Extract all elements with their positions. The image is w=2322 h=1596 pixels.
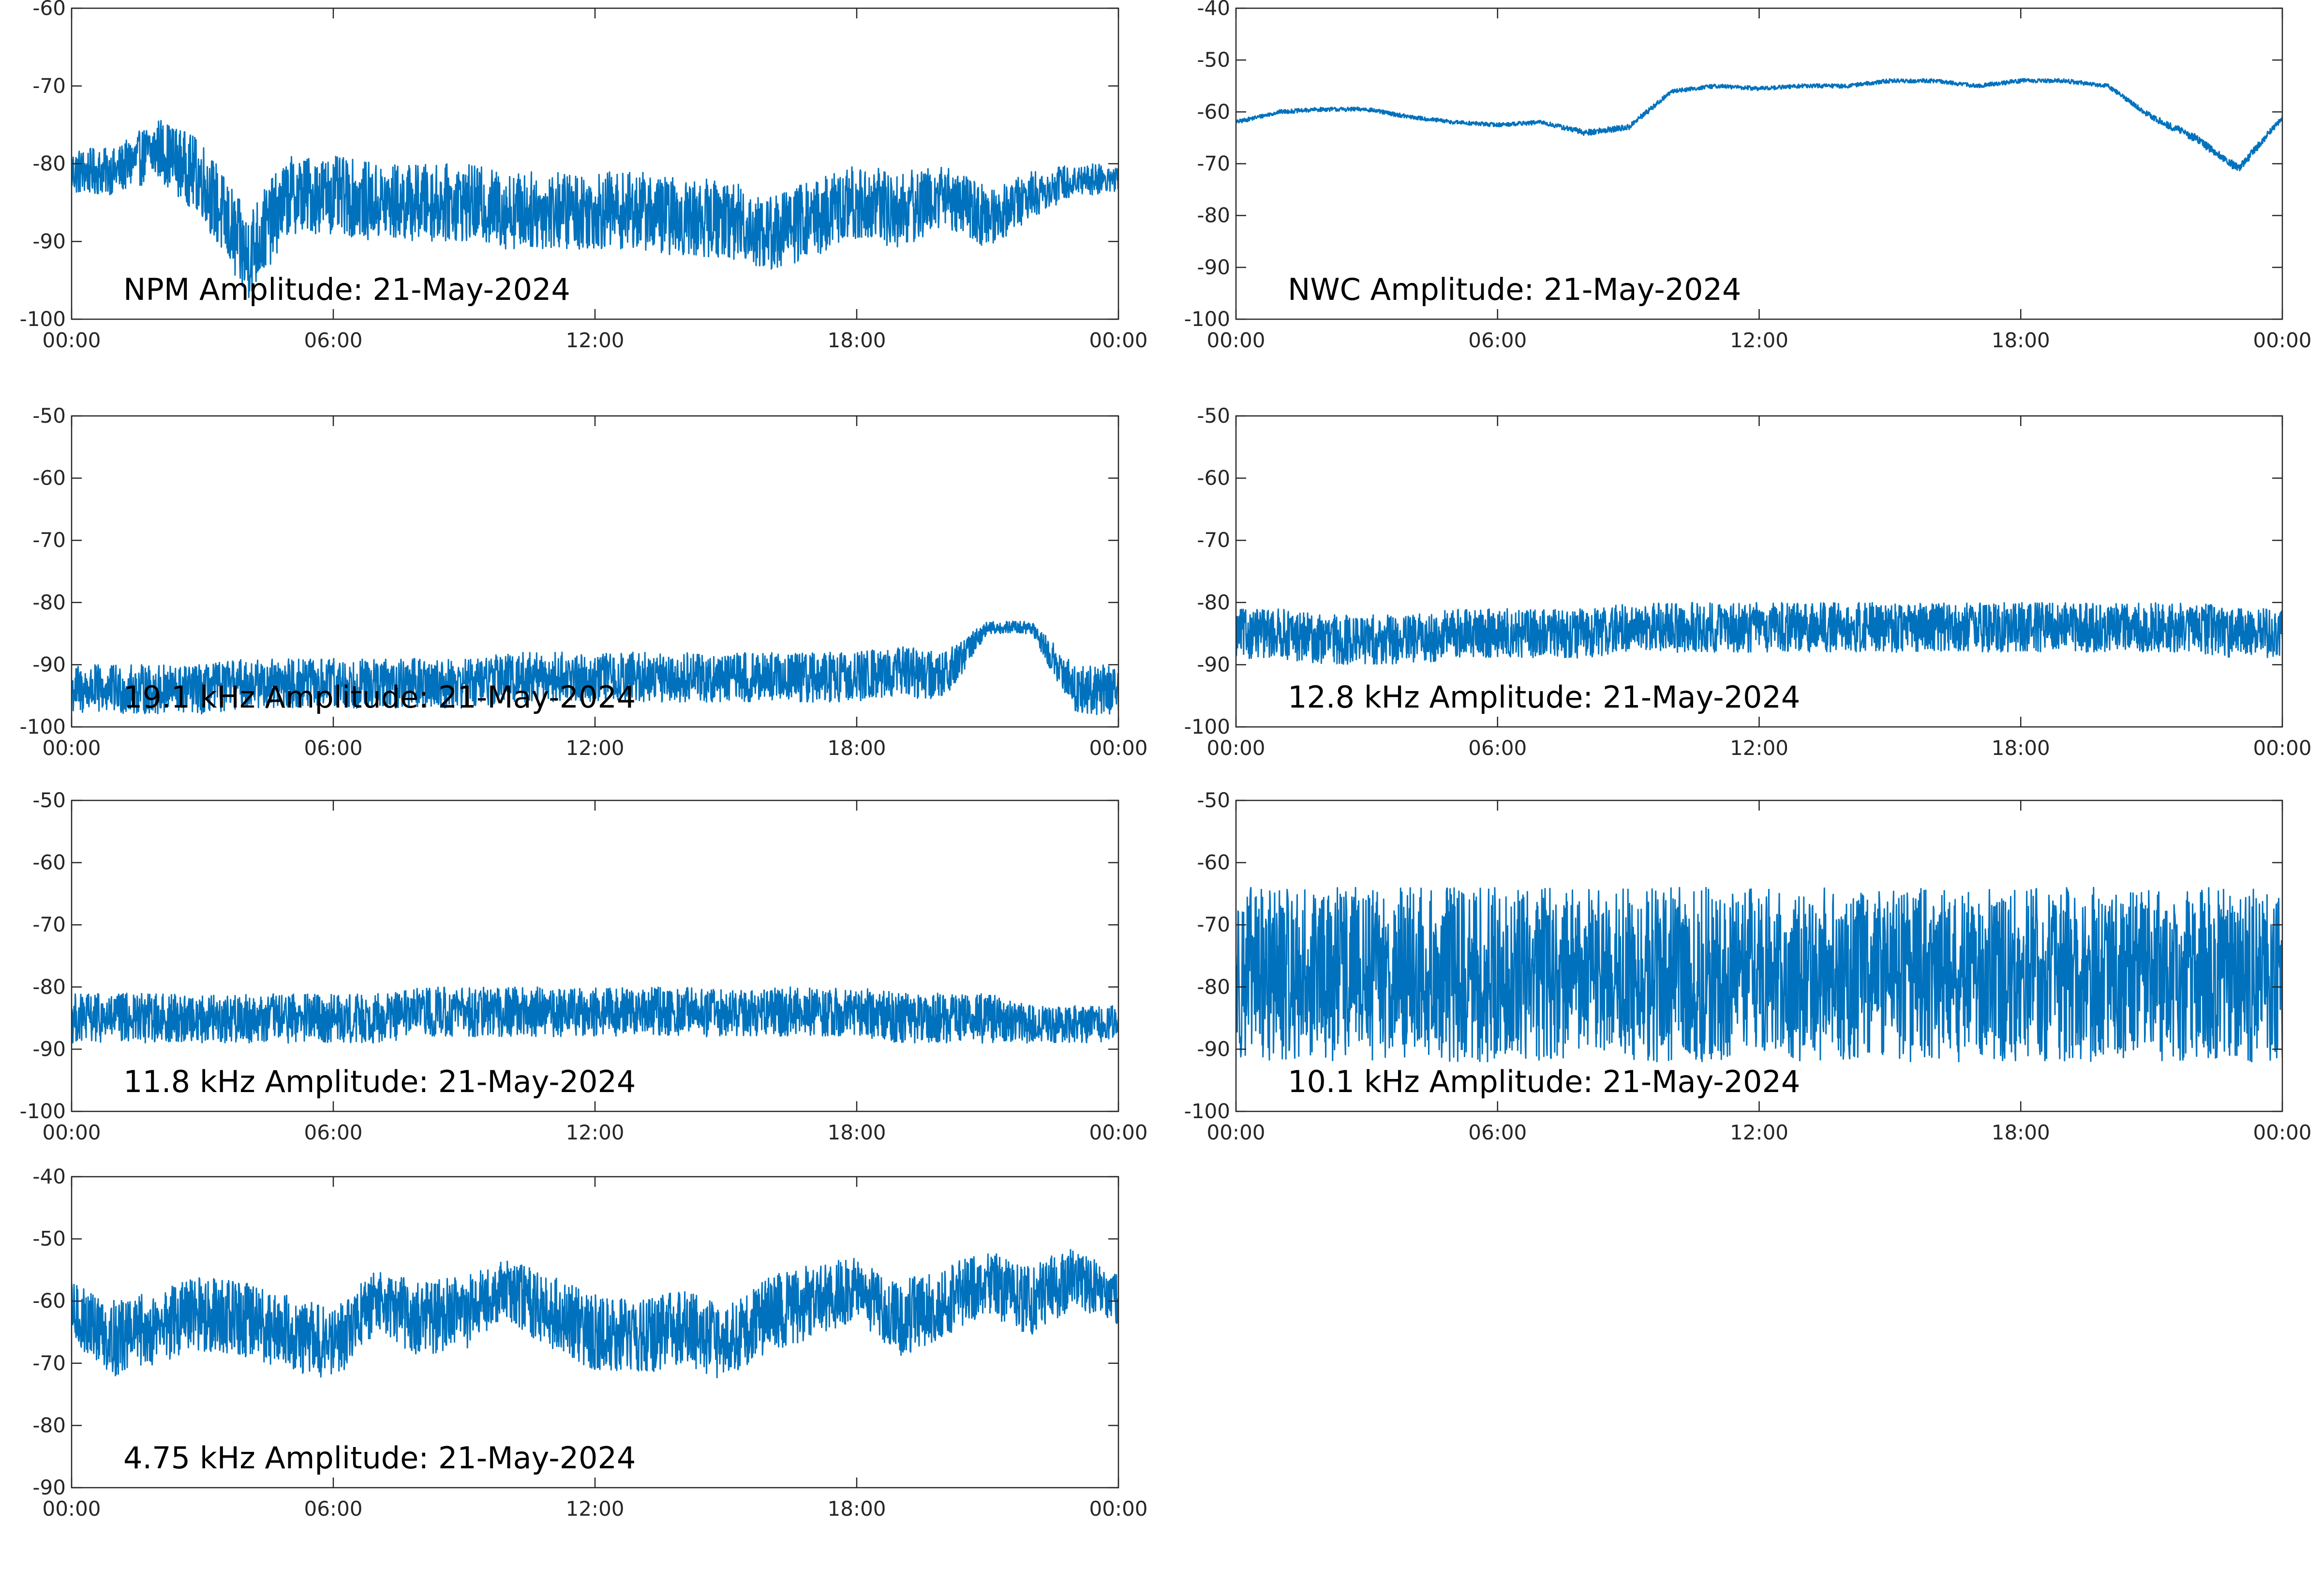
series-line <box>72 120 1118 298</box>
y-tick-label: -40 <box>1197 0 1230 20</box>
x-tick-label: 00:00 <box>1206 328 1265 352</box>
y-tick-label: -60 <box>1197 851 1230 874</box>
y-tick-label: -80 <box>1197 204 1230 227</box>
y-tick-label: -90 <box>1197 255 1230 279</box>
y-tick-label: -100 <box>1184 715 1230 739</box>
y-tick-label: -70 <box>1197 152 1230 176</box>
y-tick-label: -50 <box>1197 48 1230 72</box>
y-tick-label: -80 <box>32 591 66 614</box>
x-tick-label: 18:00 <box>827 1121 886 1144</box>
series-line <box>72 1249 1118 1378</box>
chart-title: 10.1 kHz Amplitude: 21-May-2024 <box>1288 1064 1800 1099</box>
y-tick-label: -100 <box>20 715 66 739</box>
y-tick-label: -100 <box>20 307 66 331</box>
y-tick-label: -100 <box>20 1099 66 1123</box>
y-tick-label: -100 <box>1184 1099 1230 1123</box>
y-tick-label: -100 <box>1184 307 1230 331</box>
x-tick-label: 00:00 <box>42 736 101 760</box>
x-tick-label: 00:00 <box>1206 736 1265 760</box>
series-line <box>1236 78 2282 171</box>
y-tick-label: -50 <box>32 1227 66 1251</box>
y-tick-label: -80 <box>32 152 66 176</box>
x-tick-label: 18:00 <box>827 328 886 352</box>
x-tick-label: 12:00 <box>1730 736 1788 760</box>
chart-title: 19.1 kHz Amplitude: 21-May-2024 <box>123 680 636 715</box>
x-tick-label: 12:00 <box>566 1121 624 1144</box>
x-tick-label: 06:00 <box>1468 328 1527 352</box>
chart-title: NWC Amplitude: 21-May-2024 <box>1288 272 1742 307</box>
series-line <box>1236 887 2282 1063</box>
x-tick-label: 12:00 <box>566 328 624 352</box>
y-tick-label: -90 <box>1197 1037 1230 1061</box>
x-tick-label: 06:00 <box>1468 736 1527 760</box>
x-tick-label: 06:00 <box>304 1121 362 1144</box>
chart-title: 4.75 kHz Amplitude: 21-May-2024 <box>123 1440 636 1476</box>
x-tick-label: 00:00 <box>1089 736 1147 760</box>
x-tick-label: 06:00 <box>1468 1121 1527 1144</box>
x-tick-label: 12:00 <box>1730 328 1788 352</box>
chart-title: 12.8 kHz Amplitude: 21-May-2024 <box>1288 680 1800 715</box>
y-tick-label: -70 <box>32 528 66 552</box>
y-tick-label: -50 <box>1197 404 1230 428</box>
y-tick-label: -90 <box>32 1476 66 1499</box>
y-tick-label: -70 <box>1197 528 1230 552</box>
y-tick-label: -60 <box>32 0 66 20</box>
y-tick-label: -50 <box>1197 788 1230 812</box>
y-tick-label: -60 <box>32 851 66 874</box>
y-tick-label: -70 <box>1197 913 1230 936</box>
x-tick-label: 00:00 <box>1089 328 1147 352</box>
x-tick-label: 12:00 <box>566 1497 624 1521</box>
x-tick-label: 00:00 <box>2253 328 2311 352</box>
y-tick-label: -60 <box>32 466 66 490</box>
x-tick-label: 06:00 <box>304 328 362 352</box>
series-line <box>1236 602 2282 665</box>
x-tick-label: 00:00 <box>1089 1121 1147 1144</box>
y-tick-label: -70 <box>32 1351 66 1375</box>
x-tick-label: 18:00 <box>827 736 886 760</box>
y-tick-label: -80 <box>1197 975 1230 999</box>
x-tick-label: 06:00 <box>304 1497 362 1521</box>
y-tick-label: -70 <box>32 913 66 936</box>
x-tick-label: 18:00 <box>827 1497 886 1521</box>
chart-title: 11.8 kHz Amplitude: 21-May-2024 <box>123 1064 636 1099</box>
x-tick-label: 12:00 <box>566 736 624 760</box>
y-tick-label: -90 <box>32 652 66 676</box>
series-line <box>72 986 1118 1044</box>
x-tick-label: 00:00 <box>42 1121 101 1144</box>
x-tick-label: 00:00 <box>1089 1497 1147 1521</box>
x-tick-label: 00:00 <box>42 328 101 352</box>
y-tick-label: -90 <box>32 229 66 253</box>
y-tick-label: -60 <box>32 1289 66 1313</box>
y-tick-label: -90 <box>1197 652 1230 676</box>
chart-title: NPM Amplitude: 21-May-2024 <box>123 272 570 307</box>
y-tick-label: -60 <box>1197 100 1230 123</box>
x-tick-label: 06:00 <box>304 736 362 760</box>
x-tick-label: 18:00 <box>1992 1121 2050 1144</box>
x-tick-label: 00:00 <box>2253 1121 2311 1144</box>
x-tick-label: 18:00 <box>1992 736 2050 760</box>
series-line <box>72 620 1118 715</box>
y-tick-label: -80 <box>32 1413 66 1437</box>
x-tick-label: 00:00 <box>2253 736 2311 760</box>
y-tick-label: -70 <box>32 74 66 98</box>
x-tick-label: 00:00 <box>42 1497 101 1521</box>
y-tick-label: -50 <box>32 788 66 812</box>
y-tick-label: -80 <box>32 975 66 999</box>
y-tick-label: -50 <box>32 404 66 428</box>
y-tick-label: -60 <box>1197 466 1230 490</box>
x-tick-label: 12:00 <box>1730 1121 1788 1144</box>
y-tick-label: -80 <box>1197 591 1230 614</box>
x-tick-label: 18:00 <box>1992 328 2050 352</box>
y-tick-label: -90 <box>32 1037 66 1061</box>
x-tick-label: 00:00 <box>1206 1121 1265 1144</box>
y-tick-label: -40 <box>32 1165 66 1188</box>
